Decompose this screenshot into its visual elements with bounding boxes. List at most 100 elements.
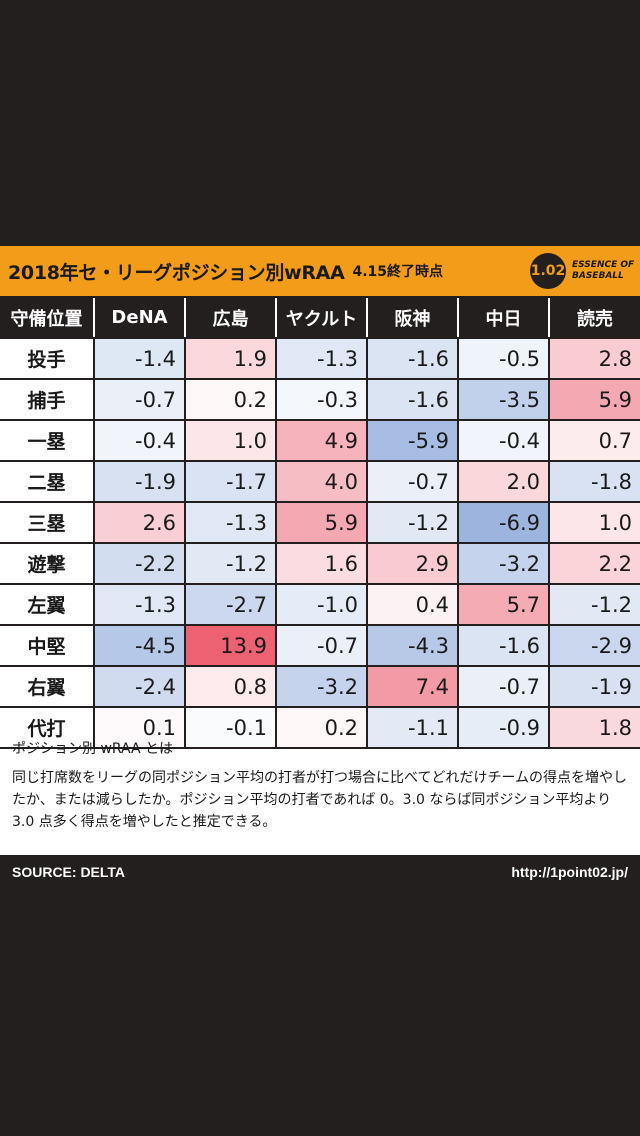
table-cell-value: -5.9 (368, 421, 459, 460)
table-cell-value: -1.6 (368, 339, 459, 378)
table-cell-value: -1.7 (186, 462, 277, 501)
row-label-position: 左翼 (0, 585, 95, 624)
header-team: 中日 (459, 298, 550, 337)
table-cell-value: -1.2 (368, 503, 459, 542)
table-cell-value: -0.7 (459, 667, 550, 706)
table-cell-value: -0.5 (459, 339, 550, 378)
table-cell-value: -0.7 (368, 462, 459, 501)
table-cell-value: -1.1 (368, 708, 459, 747)
row-label-position: 代打 (0, 708, 95, 747)
table-cell-value: -1.2 (550, 585, 640, 624)
header-team: 阪神 (368, 298, 459, 337)
table-cell-value: -1.6 (368, 380, 459, 419)
row-label-position: 中堅 (0, 626, 95, 665)
table-cell-value: -1.3 (186, 503, 277, 542)
row-label-position: 一塁 (0, 421, 95, 460)
table-row: 投手 -1.4 1.9 -1.3 -1.6 -0.5 2.8 (0, 339, 640, 380)
chart-title: 2018年セ・リーグポジション別wRAA (8, 261, 345, 284)
table-cell-value: -3.2 (277, 667, 368, 706)
table-cell-value: -1.3 (277, 339, 368, 378)
table-cell-value: -4.3 (368, 626, 459, 665)
table-cell-value: 0.1 (95, 708, 186, 747)
table-cell-value: 2.9 (368, 544, 459, 583)
table-row: 中堅 -4.5 13.9 -0.7 -4.3 -1.6 -2.9 (0, 626, 640, 667)
logo-text-line-2: BASEBALL (572, 271, 624, 281)
as-of-date: 4.15終了時点 (352, 264, 444, 280)
table-cell-value: 0.7 (550, 421, 640, 460)
header-team: 読売 (550, 298, 640, 337)
table-cell-value: 0.2 (186, 380, 277, 419)
table-cell-value: -2.9 (550, 626, 640, 665)
table-cell-value: 5.9 (277, 503, 368, 542)
table-row: 左翼 -1.3 -2.7 -1.0 0.4 5.7 -1.2 (0, 585, 640, 626)
title-bar: 2018年セ・リーグポジション別wRAA 4.15終了時点 1.02 ESSEN… (0, 246, 640, 296)
table-cell-value: -1.4 (95, 339, 186, 378)
table-cell-value: -0.4 (459, 421, 550, 460)
header-team: 広島 (186, 298, 277, 337)
site-url[interactable]: http://1point02.jp/ (511, 864, 628, 880)
table-cell-value: 1.0 (550, 503, 640, 542)
table-cell-value: -3.2 (459, 544, 550, 583)
row-label-position: 二塁 (0, 462, 95, 501)
table-row: 一塁 -0.4 1.0 4.9 -5.9 -0.4 0.7 (0, 421, 640, 462)
source-label: SOURCE: DELTA (12, 864, 126, 880)
table-cell-value: 0.2 (277, 708, 368, 747)
table-cell-value: 2.2 (550, 544, 640, 583)
table-cell-value: 1.0 (186, 421, 277, 460)
table-cell-value: 1.8 (550, 708, 640, 747)
table-cell-value: 4.9 (277, 421, 368, 460)
table-cell-value: 2.8 (550, 339, 640, 378)
table-cell-value: -2.4 (95, 667, 186, 706)
row-label-position: 右翼 (0, 667, 95, 706)
table-row: 二塁 -1.9 -1.7 4.0 -0.7 2.0 -1.8 (0, 462, 640, 503)
table-cell-value: 5.9 (550, 380, 640, 419)
logo-text-line-1: ESSENCE OF (572, 260, 635, 270)
table-cell-value: -2.2 (95, 544, 186, 583)
infographic-card: 2018年セ・リーグポジション別wRAA 4.15終了時点 1.02 ESSEN… (0, 246, 640, 889)
table-row: 三塁 2.6 -1.3 5.9 -1.2 -6.9 1.0 (0, 503, 640, 544)
footer: SOURCE: DELTA http://1point02.jp/ (0, 855, 640, 889)
table-cell-value: 1.6 (277, 544, 368, 583)
table-cell-value: -1.0 (277, 585, 368, 624)
table-row: 右翼 -2.4 0.8 -3.2 7.4 -0.7 -1.9 (0, 667, 640, 708)
row-label-position: 三塁 (0, 503, 95, 542)
table-cell-value: 5.7 (459, 585, 550, 624)
table-cell-value: -0.7 (95, 380, 186, 419)
row-label-position: 遊撃 (0, 544, 95, 583)
table-cell-value: -1.6 (459, 626, 550, 665)
header-position: 守備位置 (0, 298, 95, 337)
row-label-position: 捕手 (0, 380, 95, 419)
wraa-table: 守備位置 DeNA 広島 ヤクルト 阪神 中日 読売 投手 -1.4 1.9 -1.3… (0, 296, 640, 749)
note-title: ポジション別 wRAA とは (12, 741, 174, 757)
table-cell-value: -6.9 (459, 503, 550, 542)
table-cell-value: -0.7 (277, 626, 368, 665)
table-cell-value: 13.9 (186, 626, 277, 665)
header-team: ヤクルト (277, 298, 368, 337)
table-cell-value: -0.3 (277, 380, 368, 419)
table-cell-value: 0.4 (368, 585, 459, 624)
table-cell-value: -4.5 (95, 626, 186, 665)
table-cell-value: 2.0 (459, 462, 550, 501)
logo-text: ESSENCE OF BASEBALL (572, 260, 634, 282)
table-cell-value: 2.6 (95, 503, 186, 542)
row-label-position: 投手 (0, 339, 95, 378)
table-cell-value: 1.9 (186, 339, 277, 378)
table-row: 遊撃 -2.2 -1.2 1.6 2.9 -3.2 2.2 (0, 544, 640, 585)
table-cell-value: -0.1 (186, 708, 277, 747)
table-cell-value: -1.9 (95, 462, 186, 501)
table-cell-value: -0.4 (95, 421, 186, 460)
logo-mark: 1.02 (530, 253, 566, 289)
table-cell-value: 4.0 (277, 462, 368, 501)
note-body: 同じ打席数をリーグの同ポジション平均の打者が打つ場合に比べてどれだけチームの得点… (12, 770, 628, 830)
explanation-note: ポジション別 wRAA とは 同じ打席数をリーグの同ポジション平均の打者が打つ場… (12, 738, 632, 833)
table-cell-value: 0.8 (186, 667, 277, 706)
table-row: 捕手 -0.7 0.2 -0.3 -1.6 -3.5 5.9 (0, 380, 640, 421)
table-cell-value: -1.9 (550, 667, 640, 706)
logo: 1.02 ESSENCE OF BASEBALL (530, 253, 636, 289)
table-cell-value: -2.7 (186, 585, 277, 624)
table-header-row: 守備位置 DeNA 広島 ヤクルト 阪神 中日 読売 (0, 298, 640, 339)
table-row: 代打 0.1 -0.1 0.2 -1.1 -0.9 1.8 (0, 708, 640, 749)
header-team: DeNA (95, 298, 186, 337)
table-cell-value: -1.2 (186, 544, 277, 583)
